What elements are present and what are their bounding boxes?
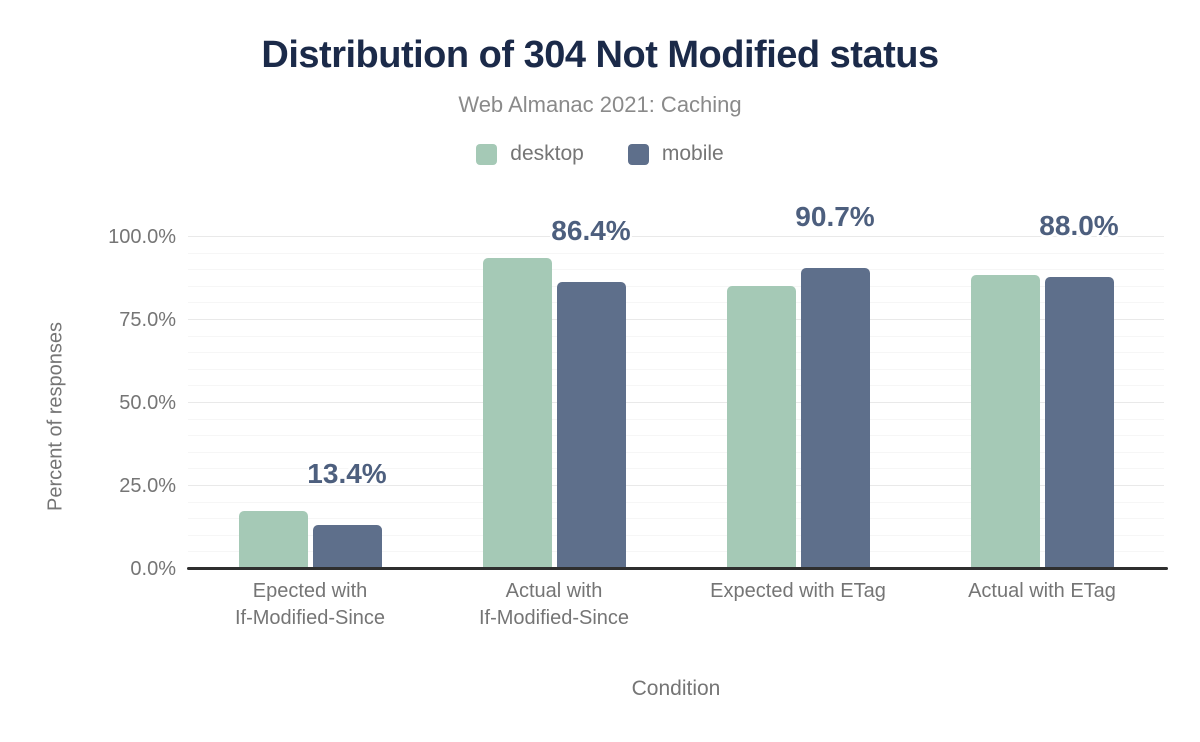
minor-gridline xyxy=(188,385,1164,387)
minor-gridline xyxy=(188,518,1164,520)
minor-gridline xyxy=(188,285,1164,287)
y-axis-title: Percent of responses xyxy=(44,322,67,511)
minor-gridline xyxy=(188,368,1164,370)
major-gridline xyxy=(188,485,1164,486)
legend: desktop mobile xyxy=(0,142,1200,166)
data-label: 86.4% xyxy=(551,215,631,247)
mobile-swatch xyxy=(627,143,649,165)
minor-gridline xyxy=(188,435,1164,437)
desktop-bar xyxy=(238,510,308,569)
minor-gridline xyxy=(188,534,1164,536)
mobile-bar xyxy=(312,524,382,569)
minor-gridline xyxy=(188,269,1164,271)
minor-gridline xyxy=(188,252,1164,254)
bar-group: 13.4% xyxy=(188,237,432,569)
chart-subtitle: Web Almanac 2021: Caching xyxy=(458,92,742,117)
mobile-bar xyxy=(556,282,626,569)
major-gridline xyxy=(188,319,1164,320)
x-category-label: Actual with If-Modified-Since xyxy=(478,580,630,629)
data-label: 88.0% xyxy=(1039,209,1119,241)
y-tick-label: 75.0% xyxy=(119,309,176,331)
desktop-swatch xyxy=(476,143,498,165)
mobile-bar xyxy=(1044,276,1114,569)
x-category-label: Epected with If-Modified-Since xyxy=(234,580,386,629)
minor-gridline xyxy=(188,551,1164,553)
data-label: 13.4% xyxy=(307,457,387,489)
y-tick-label: 100.0% xyxy=(108,226,176,248)
x-axis-line xyxy=(187,567,1168,570)
legend-item-mobile[interactable]: mobile xyxy=(627,142,724,166)
data-label: 90.7% xyxy=(795,200,875,232)
minor-gridline xyxy=(188,418,1164,420)
minor-gridline xyxy=(188,352,1164,354)
desktop-bar xyxy=(970,274,1040,569)
minor-gridline xyxy=(188,302,1164,304)
x-category-label: Expected with ETag xyxy=(710,580,886,602)
y-tick-label: 50.0% xyxy=(119,392,176,414)
major-gridline xyxy=(188,236,1164,237)
legend-label: desktop xyxy=(510,142,584,165)
x-category-label: Actual with ETag xyxy=(968,580,1116,602)
bar-group: 90.7% xyxy=(676,202,920,569)
x-axis-title: Condition xyxy=(631,677,721,700)
major-gridline xyxy=(188,402,1164,403)
plot-area: 13.4% 86.4% 90.7% 88.0% xyxy=(188,202,1164,569)
minor-gridline xyxy=(188,468,1164,470)
desktop-bar xyxy=(482,258,552,569)
chart-title: Distribution of 304 Not Modified status xyxy=(261,34,939,76)
y-tick-label: 0.0% xyxy=(130,558,176,580)
y-tick-label: 25.0% xyxy=(119,475,176,497)
bar-group: 86.4% xyxy=(432,217,676,569)
minor-gridline xyxy=(188,501,1164,503)
minor-gridline xyxy=(188,335,1164,337)
mobile-bar xyxy=(800,267,870,569)
legend-item-desktop[interactable]: desktop xyxy=(476,142,584,166)
minor-gridline xyxy=(188,451,1164,453)
legend-label: mobile xyxy=(661,142,724,165)
bar-group: 88.0% xyxy=(920,211,1164,569)
desktop-bar xyxy=(726,285,796,569)
